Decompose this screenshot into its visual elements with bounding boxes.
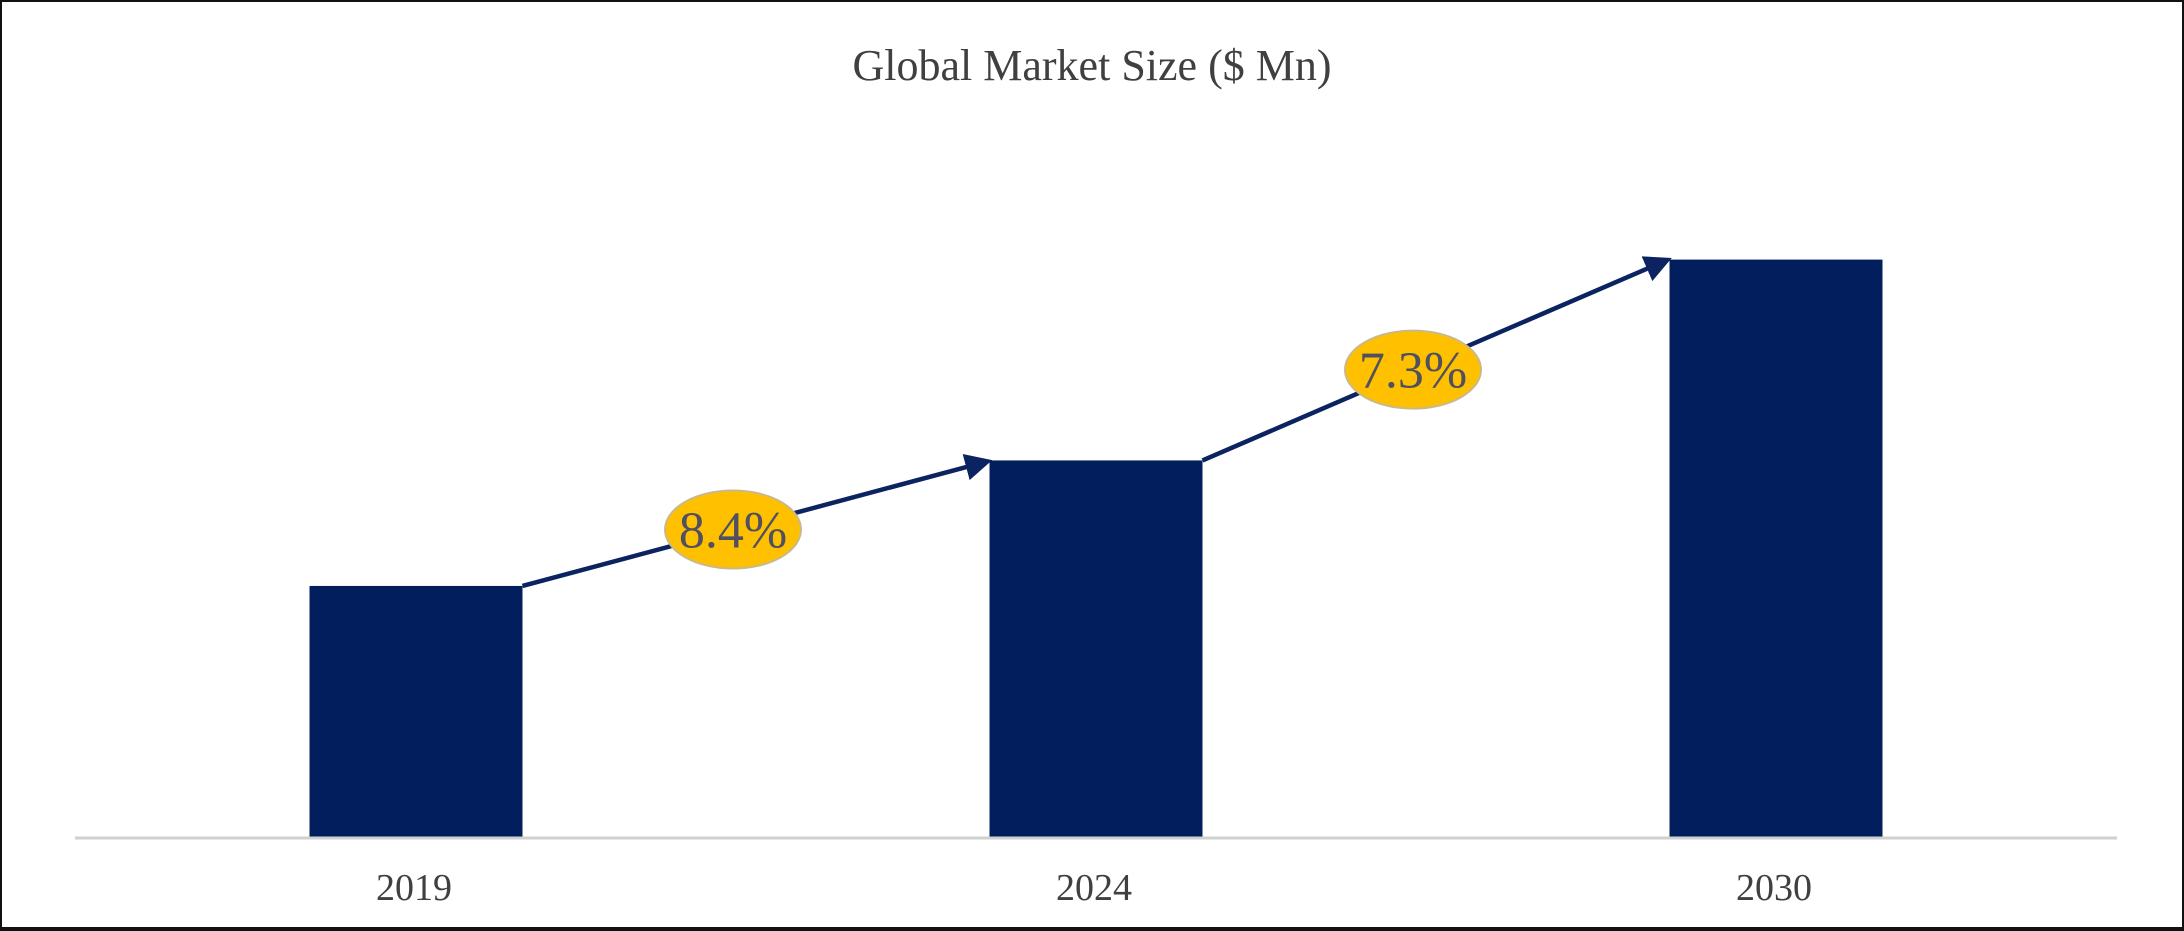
- bar-2019: [309, 585, 523, 837]
- x-tick-label: 2019: [376, 867, 452, 909]
- cagr-label: 7.3%: [1359, 343, 1467, 400]
- x-tick-label: 2030: [1736, 867, 1812, 909]
- bar-2030: [1669, 259, 1883, 837]
- cagr-label: 8.4%: [679, 503, 787, 560]
- chart-title: Global Market Size ($ Mn): [853, 41, 1332, 90]
- bar-2024: [989, 460, 1203, 837]
- cagr-badge: [664, 489, 802, 570]
- x-tick-label: 2024: [1056, 867, 1132, 909]
- cagr-badge: [1344, 329, 1482, 410]
